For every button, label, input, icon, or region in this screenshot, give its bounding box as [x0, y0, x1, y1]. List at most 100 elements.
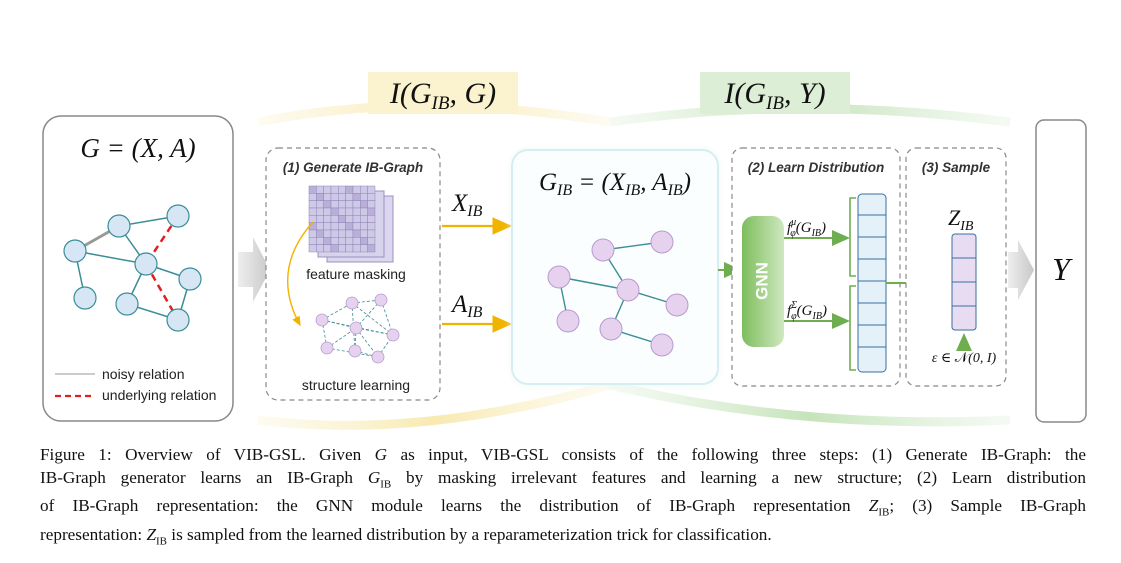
feature-cell	[316, 244, 324, 253]
noise-label: ε ∈ 𝒩(0, I)	[932, 351, 997, 366]
feature-cell	[345, 185, 354, 194]
feature-cell	[330, 222, 339, 231]
feature-cell	[308, 193, 317, 201]
distribution-vector	[857, 193, 887, 373]
vib-gsl-diagram: I(GIB, G) I(GIB, Y) G = (X, A) noisy rel…	[42, 72, 1087, 430]
output-label: Y	[1052, 251, 1073, 287]
feature-cell	[323, 237, 332, 245]
feature-cell	[352, 200, 361, 209]
feature-cell	[367, 207, 376, 216]
caption-line-1: Figure 1: Overview of VIB-GSL. Given G a…	[40, 445, 1086, 464]
feature-cell	[330, 207, 339, 216]
caption-line-2: IB-Graph generator learns an IB-Graph GI…	[40, 467, 1086, 490]
structure-learning-label: structure learning	[302, 377, 410, 393]
feature-cell	[308, 215, 317, 223]
feature-cell	[338, 237, 346, 245]
left-objective-box	[368, 72, 518, 114]
output-panel	[1035, 119, 1087, 423]
feature-cell	[352, 215, 361, 223]
feature-cell	[323, 215, 332, 223]
feature-cell	[360, 207, 368, 216]
feature-cell	[367, 193, 376, 201]
feature-cell	[352, 185, 361, 194]
a-ib-label: AIB	[450, 291, 483, 321]
z-vector	[951, 233, 977, 331]
feature-cell	[338, 200, 346, 209]
feature-cell	[352, 222, 361, 231]
feature-cell	[352, 207, 361, 216]
ib-graph-nodes	[547, 230, 689, 357]
feature-cell	[352, 229, 361, 238]
feature-cell	[360, 185, 368, 194]
feature-cell	[323, 185, 332, 194]
feature-cell	[330, 185, 339, 194]
feature-cell	[316, 222, 324, 231]
x-ib-label: XIB	[451, 190, 483, 220]
feature-cell	[360, 200, 368, 209]
feature-cell	[367, 215, 376, 223]
feature-cell	[338, 244, 346, 253]
feature-cell	[360, 229, 368, 238]
output-big-arrow	[1008, 240, 1034, 300]
feature-cell	[308, 207, 317, 216]
feature-cell	[367, 237, 376, 245]
feature-cell	[316, 237, 324, 245]
feature-cell	[308, 229, 317, 238]
feature-cell	[352, 237, 361, 245]
feature-cell	[360, 215, 368, 223]
learn-panel-title: (2) Learn Distribution	[748, 160, 885, 175]
sample-panel-title: (3) Sample	[922, 160, 991, 175]
generate-panel-title: (1) Generate IB-Graph	[283, 160, 423, 175]
feature-cell	[330, 200, 339, 209]
feature-cell	[360, 193, 368, 201]
feature-cell	[308, 244, 317, 253]
feature-cell	[367, 185, 376, 194]
input-graph-title: G = (X, A)	[80, 133, 195, 163]
right-objective-arc-bottom	[608, 380, 1011, 427]
feature-cell	[330, 193, 339, 201]
feature-cell	[323, 193, 332, 201]
feature-cell	[360, 237, 368, 245]
feature-cell	[316, 185, 324, 194]
ib-graph-title: GIB = (XIB, AIB)	[539, 169, 691, 199]
feature-cell	[345, 222, 354, 231]
feature-cell	[316, 215, 324, 223]
right-objective-label: I(GIB, Y)	[723, 77, 825, 114]
feature-cell	[338, 229, 346, 238]
structure-learning-graph	[315, 293, 400, 364]
feature-cell	[330, 237, 339, 245]
feature-cell	[345, 193, 354, 201]
feature-cell	[367, 222, 376, 231]
right-objective-box	[700, 72, 850, 114]
feature-cell	[360, 244, 368, 253]
feature-to-structure-arrow	[287, 221, 314, 327]
gnn-module	[742, 216, 784, 347]
feature-cell	[308, 237, 317, 245]
feature-cell	[345, 207, 354, 216]
legend-underlying-label: underlying relation	[102, 387, 216, 403]
feature-cell	[308, 185, 317, 194]
left-objective-arc-bottom	[257, 380, 612, 430]
feature-cell	[338, 193, 346, 201]
feature-cell	[367, 200, 376, 209]
input-big-arrow	[238, 237, 270, 302]
feature-cell	[345, 215, 354, 223]
gnn-label: GNN	[752, 262, 771, 300]
feature-cell	[345, 200, 354, 209]
feature-cell	[316, 207, 324, 216]
figure-caption: Figure 1: Overview of VIB-GSL. Given G a…	[40, 444, 1086, 553]
legend-noisy-label: noisy relation	[102, 366, 185, 382]
feature-cell	[360, 222, 368, 231]
feature-cell	[330, 244, 339, 253]
feature-cell	[323, 244, 332, 253]
feature-cell	[330, 215, 339, 223]
feature-cell	[323, 229, 332, 238]
feature-masking-label: feature masking	[306, 266, 406, 282]
feature-cell	[367, 229, 376, 238]
feature-cell	[345, 244, 354, 253]
feature-cell	[338, 215, 346, 223]
input-graph-nodes	[63, 204, 202, 332]
feature-cell	[323, 222, 332, 231]
feature-cell	[316, 200, 324, 209]
feature-matrix	[308, 185, 394, 263]
